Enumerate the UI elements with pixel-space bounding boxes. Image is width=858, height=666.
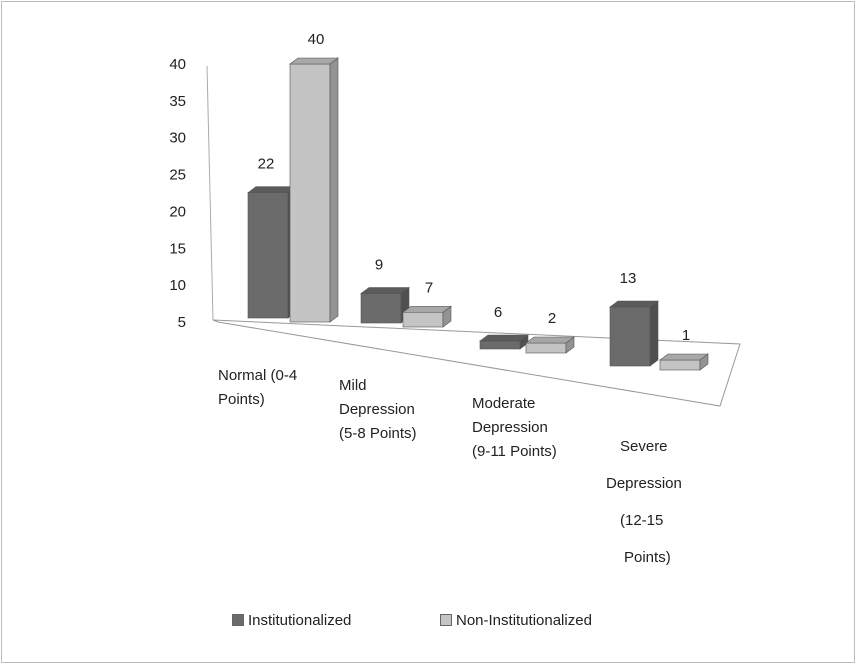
y-tick-label: 15 (169, 240, 186, 257)
bar-non-institutionalized (659, 353, 709, 371)
category-label-line: Depression (472, 419, 548, 436)
y-tick-label: 40 (169, 56, 186, 73)
data-label: 1 (682, 327, 690, 344)
y-tick-label: 10 (169, 277, 186, 294)
bar-institutionalized (247, 186, 297, 319)
category-label-line: Severe (620, 438, 668, 455)
legend-item-non-institutionalized: Non-Institutionalized (440, 610, 592, 630)
legend-item-institutionalized: Institutionalized (232, 610, 351, 630)
data-label: 40 (308, 31, 325, 48)
category-label-line: Moderate (472, 395, 536, 412)
chart-floor (212, 319, 741, 407)
bar-institutionalized (360, 286, 410, 324)
data-label: 7 (425, 279, 433, 296)
chart-bars (247, 57, 709, 371)
y-axis-line (206, 65, 214, 321)
legend-label-institutionalized: Institutionalized (248, 611, 352, 629)
category-label: Moderate Depression (9-11 Points) (472, 392, 557, 464)
category-label-line: Points) (624, 549, 671, 566)
y-tick-label: 30 (169, 130, 186, 147)
category-label-line: (9-11 Points) (472, 443, 557, 460)
category-label-line: Normal (0-4 (218, 367, 298, 384)
y-tick-label: 5 (178, 314, 186, 331)
y-tick-label: 35 (169, 93, 186, 110)
category-label-line: Depression (606, 475, 682, 492)
bar-non-institutionalized (402, 305, 452, 328)
legend-swatch-institutionalized (232, 614, 244, 626)
data-label: 13 (620, 270, 637, 287)
y-tick-label: 25 (169, 167, 186, 184)
category-label-line: (5-8 Points) (339, 425, 417, 442)
bar-non-institutionalized (289, 57, 339, 323)
y-tick-label: 20 (169, 203, 186, 220)
category-label-line: (12-15 (620, 512, 664, 529)
legend-label-non-institutionalized: Non-Institutionalized (456, 611, 592, 629)
category-label-line: Points) (218, 391, 265, 408)
chart-data-labels: 22 40 9 7 6 2 13 1 (258, 31, 691, 344)
legend-swatch-non-institutionalized (440, 614, 452, 626)
data-label: 9 (375, 257, 383, 274)
chart-axes: 5 10 15 20 25 30 35 40 (169, 56, 741, 407)
bar-institutionalized (479, 334, 529, 350)
bar-institutionalized (609, 300, 659, 367)
bar-non-institutionalized (525, 336, 575, 354)
category-label-line: Depression (339, 401, 415, 418)
category-label: Mild Depression (5-8 Points) (339, 374, 417, 446)
category-label: Normal (0-4 Points) (218, 364, 297, 412)
data-label: 22 (258, 156, 275, 173)
category-label-line: Mild (339, 377, 367, 394)
data-label: 6 (494, 304, 502, 321)
data-label: 2 (548, 310, 556, 327)
category-label: Severe Depression (12-15 Points) (606, 428, 682, 576)
